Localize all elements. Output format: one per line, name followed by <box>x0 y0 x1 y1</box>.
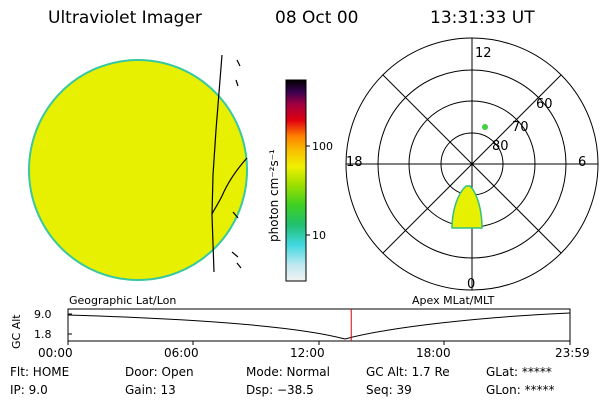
date-label: 08 Oct 00 <box>275 8 359 28</box>
lat-label-70: 70 <box>512 120 529 135</box>
mlt-label-6: 6 <box>578 155 587 170</box>
colorbar-gradient <box>285 79 307 282</box>
xtick-label-0600: 06:00 <box>164 346 199 360</box>
colorbar-unit-label: photon cm⁻²s⁻¹ <box>267 149 281 242</box>
xtick-label-1200: 12:00 <box>290 346 325 360</box>
colorbar-label-100: 100 <box>312 140 333 153</box>
polar-plot <box>345 37 599 291</box>
earth-image <box>28 54 248 281</box>
aurora-oval <box>451 185 483 229</box>
lat-label-60: 60 <box>536 97 553 112</box>
status-glon: GLon: ***** <box>486 383 555 397</box>
aurora-spot <box>482 124 488 130</box>
altitude-plot-frame <box>67 308 571 342</box>
status-mode: Mode: Normal <box>246 365 330 379</box>
altitude-plot <box>67 308 571 345</box>
status-dsp: Dsp: −38.5 <box>246 383 314 397</box>
status-door: Door: Open <box>125 365 194 379</box>
altitude-curve <box>67 312 571 340</box>
apex-label: Apex MLat/MLT <box>412 294 495 307</box>
mlt-label-12: 12 <box>475 46 492 61</box>
status-flt: Flt: HOME <box>10 365 70 379</box>
xtick-label-0000: 00:00 <box>38 346 73 360</box>
earth-disc <box>28 59 248 281</box>
polar-diagonal-b <box>382 74 562 254</box>
instrument-title: Ultraviolet Imager <box>48 8 202 28</box>
status-gain: Gain: 13 <box>125 383 176 397</box>
lat-label-80: 80 <box>492 139 509 154</box>
terminator-line <box>211 54 223 273</box>
xtick-label-2359: 23:59 <box>555 346 590 360</box>
xtick-label-1800: 18:00 <box>416 346 451 360</box>
status-seq: Seq: 39 <box>366 383 412 397</box>
status-ip: IP: 9.0 <box>10 383 48 397</box>
geographic-label: Geographic Lat/Lon <box>69 294 177 307</box>
colorbar-label-10: 10 <box>312 229 326 242</box>
coastline-line <box>211 157 248 215</box>
mlt-label-18: 18 <box>346 155 363 170</box>
altitude-ytick-label-1.8: 1.8 <box>34 328 52 341</box>
limb-marks <box>231 59 242 269</box>
time-label: 13:31:33 UT <box>430 8 535 28</box>
status-glat: GLat: ***** <box>486 365 552 379</box>
mlt-label-0: 0 <box>467 277 476 292</box>
altitude-ytick-label-9: 9.0 <box>34 308 52 321</box>
status-gc-alt: GC Alt: 1.7 Re <box>366 365 450 379</box>
altitude-ylabel: GC Alt <box>10 314 23 349</box>
colorbar <box>285 79 310 282</box>
